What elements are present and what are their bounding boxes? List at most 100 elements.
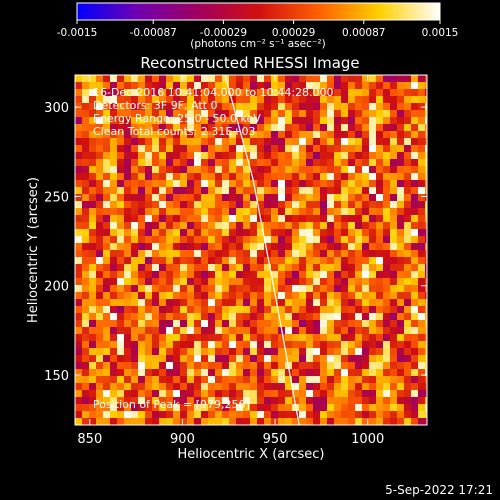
heatmap-cell <box>131 236 138 243</box>
heatmap-cell <box>411 82 418 89</box>
heatmap-cell <box>159 341 166 348</box>
heatmap-cell <box>320 215 327 222</box>
heatmap-cell <box>117 222 124 229</box>
heatmap-cell <box>222 243 229 250</box>
heatmap-cell <box>138 82 145 89</box>
heatmap-cell <box>418 166 425 173</box>
heatmap-cell <box>166 271 173 278</box>
heatmap-cell <box>348 187 355 194</box>
heatmap-cell <box>103 250 110 257</box>
heatmap-cell <box>103 278 110 285</box>
heatmap-cell <box>201 411 208 418</box>
heatmap-cell <box>334 369 341 376</box>
heatmap-cell <box>278 264 285 271</box>
heatmap-cell <box>96 166 103 173</box>
heatmap-cell <box>425 75 427 82</box>
heatmap-cell <box>110 243 117 250</box>
heatmap-cell <box>82 124 89 131</box>
heatmap-cell <box>145 341 152 348</box>
heatmap-cell <box>222 166 229 173</box>
heatmap-cell <box>369 89 376 96</box>
heatmap-cell <box>89 131 96 138</box>
heatmap-cell <box>236 75 243 82</box>
heatmap-cell <box>327 82 334 89</box>
heatmap-cell <box>425 278 427 285</box>
heatmap-cell <box>89 187 96 194</box>
heatmap-cell <box>131 390 138 397</box>
heatmap-cell <box>355 383 362 390</box>
heatmap-cell <box>96 292 103 299</box>
heatmap-cell <box>103 376 110 383</box>
heatmap-cell <box>369 390 376 397</box>
heatmap-cell <box>292 383 299 390</box>
heatmap-cell <box>418 250 425 257</box>
heatmap-cell <box>243 208 250 215</box>
heatmap-cell <box>292 257 299 264</box>
heatmap-cell <box>299 208 306 215</box>
heatmap-cell <box>145 110 152 117</box>
heatmap-cell <box>75 208 82 215</box>
heatmap-cell <box>257 355 264 362</box>
heatmap-cell <box>411 327 418 334</box>
heatmap-cell <box>327 103 334 110</box>
heatmap-cell <box>222 96 229 103</box>
heatmap-cell <box>271 117 278 124</box>
heatmap-cell <box>152 194 159 201</box>
heatmap-cell <box>285 355 292 362</box>
heatmap-cell <box>89 110 96 117</box>
heatmap-cell <box>166 411 173 418</box>
heatmap-cell <box>425 369 427 376</box>
heatmap-cell <box>117 285 124 292</box>
heatmap-cell <box>229 355 236 362</box>
heatmap-cell <box>362 418 369 425</box>
heatmap-cell <box>173 383 180 390</box>
heatmap-cell <box>292 376 299 383</box>
heatmap-cell <box>306 411 313 418</box>
heatmap-cell <box>166 110 173 117</box>
heatmap-cell <box>124 320 131 327</box>
heatmap-cell <box>390 152 397 159</box>
heatmap-cell <box>215 152 222 159</box>
heatmap-cell <box>208 138 215 145</box>
heatmap-cell <box>124 285 131 292</box>
heatmap-cell <box>131 215 138 222</box>
heatmap-cell <box>173 397 180 404</box>
heatmap-cell <box>222 334 229 341</box>
heatmap-cell <box>250 103 257 110</box>
heatmap-cell <box>313 313 320 320</box>
heatmap-cell <box>180 138 187 145</box>
heatmap-cell <box>285 96 292 103</box>
heatmap-cell <box>145 369 152 376</box>
heatmap-cell <box>341 243 348 250</box>
heatmap-cell <box>299 145 306 152</box>
heatmap-cell <box>187 362 194 369</box>
heatmap-cell <box>271 138 278 145</box>
heatmap-cell <box>397 271 404 278</box>
heatmap-cell <box>397 124 404 131</box>
heatmap-cell <box>362 187 369 194</box>
heatmap-cell <box>383 187 390 194</box>
heatmap-cell <box>208 327 215 334</box>
heatmap-cell <box>299 194 306 201</box>
heatmap-cell <box>327 292 334 299</box>
heatmap-cell <box>250 89 257 96</box>
heatmap-cell <box>243 313 250 320</box>
heatmap-cell <box>103 397 110 404</box>
heatmap-cell <box>411 208 418 215</box>
heatmap-cell <box>243 299 250 306</box>
heatmap-cell <box>376 418 383 425</box>
heatmap-cell <box>362 348 369 355</box>
heatmap-cell <box>229 411 236 418</box>
heatmap-cell <box>82 229 89 236</box>
heatmap-cell <box>341 229 348 236</box>
heatmap-cell <box>404 222 411 229</box>
heatmap-cell <box>285 278 292 285</box>
heatmap-cell <box>425 243 427 250</box>
heatmap-cell <box>278 117 285 124</box>
heatmap-cell <box>306 173 313 180</box>
heatmap-cell <box>425 327 427 334</box>
heatmap-cell <box>271 236 278 243</box>
heatmap-cell <box>348 229 355 236</box>
heatmap-cell <box>334 250 341 257</box>
